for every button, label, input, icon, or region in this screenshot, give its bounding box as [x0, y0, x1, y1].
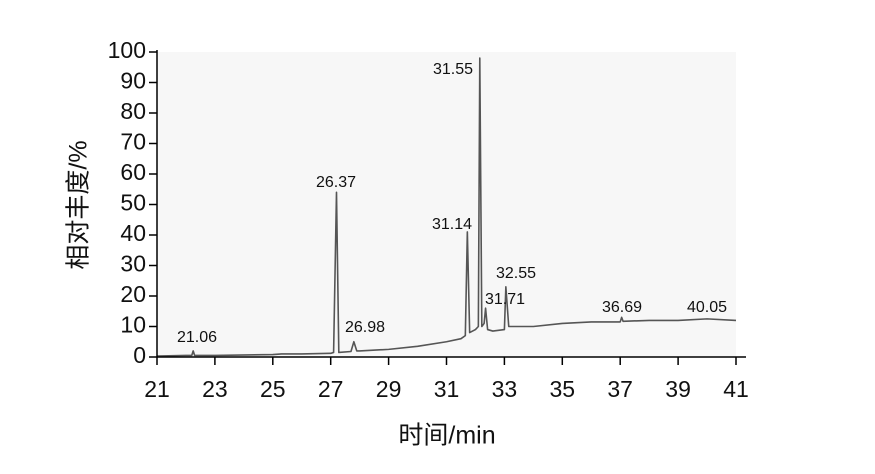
x-tick-label: 21 [144, 376, 170, 402]
peak-label: 31.71 [485, 291, 525, 308]
peak-label: 26.37 [316, 174, 356, 191]
peak-label: 21.06 [177, 329, 217, 346]
peak-label: 36.69 [602, 299, 642, 316]
x-tick-label: 25 [260, 376, 286, 402]
x-tick-label: 27 [318, 376, 344, 402]
x-tick-label: 33 [492, 376, 518, 402]
peak-label: 31.14 [432, 216, 472, 233]
peak-label: 31.55 [433, 61, 473, 78]
y-tick-label: 30 [120, 251, 146, 277]
trace-line [156, 57, 737, 357]
x-tick-label: 31 [434, 376, 460, 402]
x-tick-label: 41 [723, 376, 749, 402]
y-tick-label: 20 [120, 281, 146, 307]
peak-label: 40.05 [687, 299, 727, 316]
y-axis-title: 相对丰度/% [65, 140, 93, 269]
y-tick-label: 100 [108, 37, 146, 63]
y-tick-label: 50 [120, 190, 146, 216]
peak-label: 26.98 [345, 319, 385, 336]
y-tick-label: 80 [120, 98, 146, 124]
x-tick-label: 29 [376, 376, 402, 402]
x-tick-label: 35 [550, 376, 576, 402]
x-tick-label: 23 [202, 376, 228, 402]
x-tick-label: 37 [607, 376, 633, 402]
y-tick-label: 0 [133, 342, 146, 368]
y-tick-label: 10 [120, 312, 146, 338]
y-tick-label: 70 [120, 129, 146, 155]
y-tick-label: 60 [120, 159, 146, 185]
y-tick-label: 40 [120, 220, 146, 246]
peak-label: 32.55 [496, 265, 536, 282]
x-axis-title: 时间/min [398, 422, 495, 450]
x-tick-label: 39 [665, 376, 691, 402]
plot-background [157, 52, 736, 357]
y-tick-label: 90 [120, 68, 146, 94]
